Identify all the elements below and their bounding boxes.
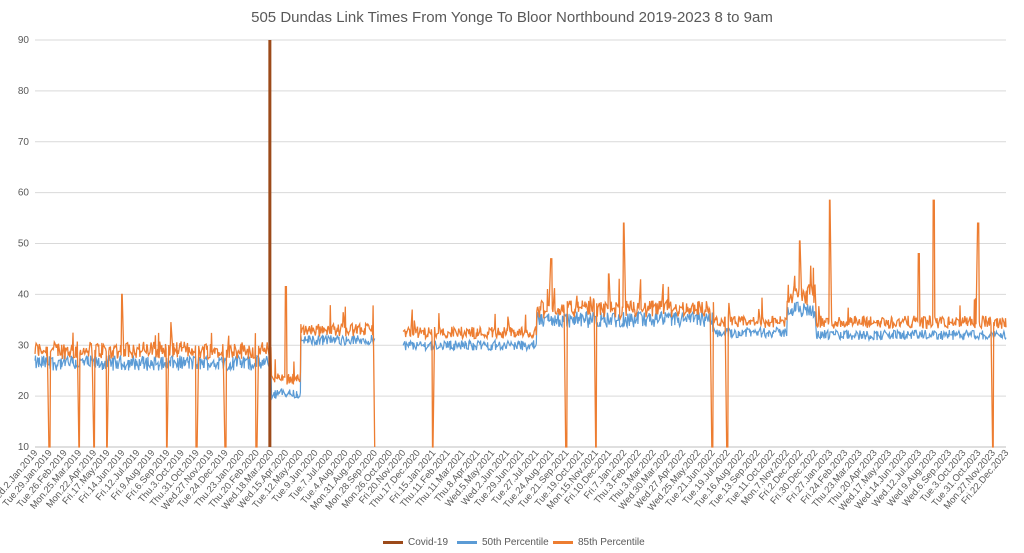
y-tick-label: 50 [18,239,30,250]
y-tick-label: 30 [18,340,30,351]
legend-label: 50th Percentile [482,537,549,548]
y-axis-ticks: 10 20 30 40 50 60 70 80 90 [18,35,30,453]
x-axis-ticks: Wed.2.Jan.2019Tue.29.Jan.2019Tue.26.Feb.… [0,448,1011,513]
y-tick-label: 40 [18,289,30,300]
legend: Covid-19 50th Percentile 85th Percentile [383,537,645,548]
series-50th-percentile-line [34,301,1007,401]
legend-label: Covid-19 [408,537,448,548]
legend-label: 85th Percentile [578,537,645,548]
plot-series [34,40,1007,448]
y-tick-label: 80 [18,86,30,97]
y-tick-label: 70 [18,137,30,148]
legend-swatch [383,541,403,544]
series-85th-percentile-line [34,199,1007,448]
y-tick-label: 20 [18,391,30,402]
chart-title: 505 Dundas Link Times From Yonge To Bloo… [251,9,773,26]
legend-swatch [457,541,477,544]
covid-19-marker-bar [268,40,272,447]
y-tick-label: 90 [18,35,30,46]
legend-swatch [553,541,573,544]
y-tick-label: 10 [18,442,30,453]
y-tick-label: 60 [18,188,30,199]
gridlines [35,39,1006,448]
